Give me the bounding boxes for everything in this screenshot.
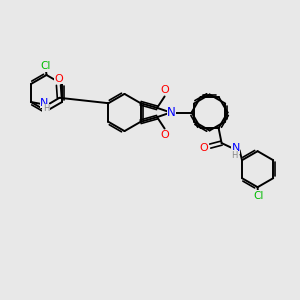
- Text: N: N: [232, 143, 240, 153]
- Text: O: O: [161, 85, 170, 95]
- Text: O: O: [54, 74, 63, 84]
- Text: Cl: Cl: [41, 61, 51, 71]
- Text: O: O: [200, 142, 208, 153]
- Text: N: N: [40, 98, 49, 108]
- Text: Cl: Cl: [253, 190, 263, 201]
- Text: H: H: [43, 104, 49, 113]
- Text: O: O: [161, 130, 170, 140]
- Text: N: N: [167, 106, 176, 119]
- Text: H: H: [232, 151, 238, 160]
